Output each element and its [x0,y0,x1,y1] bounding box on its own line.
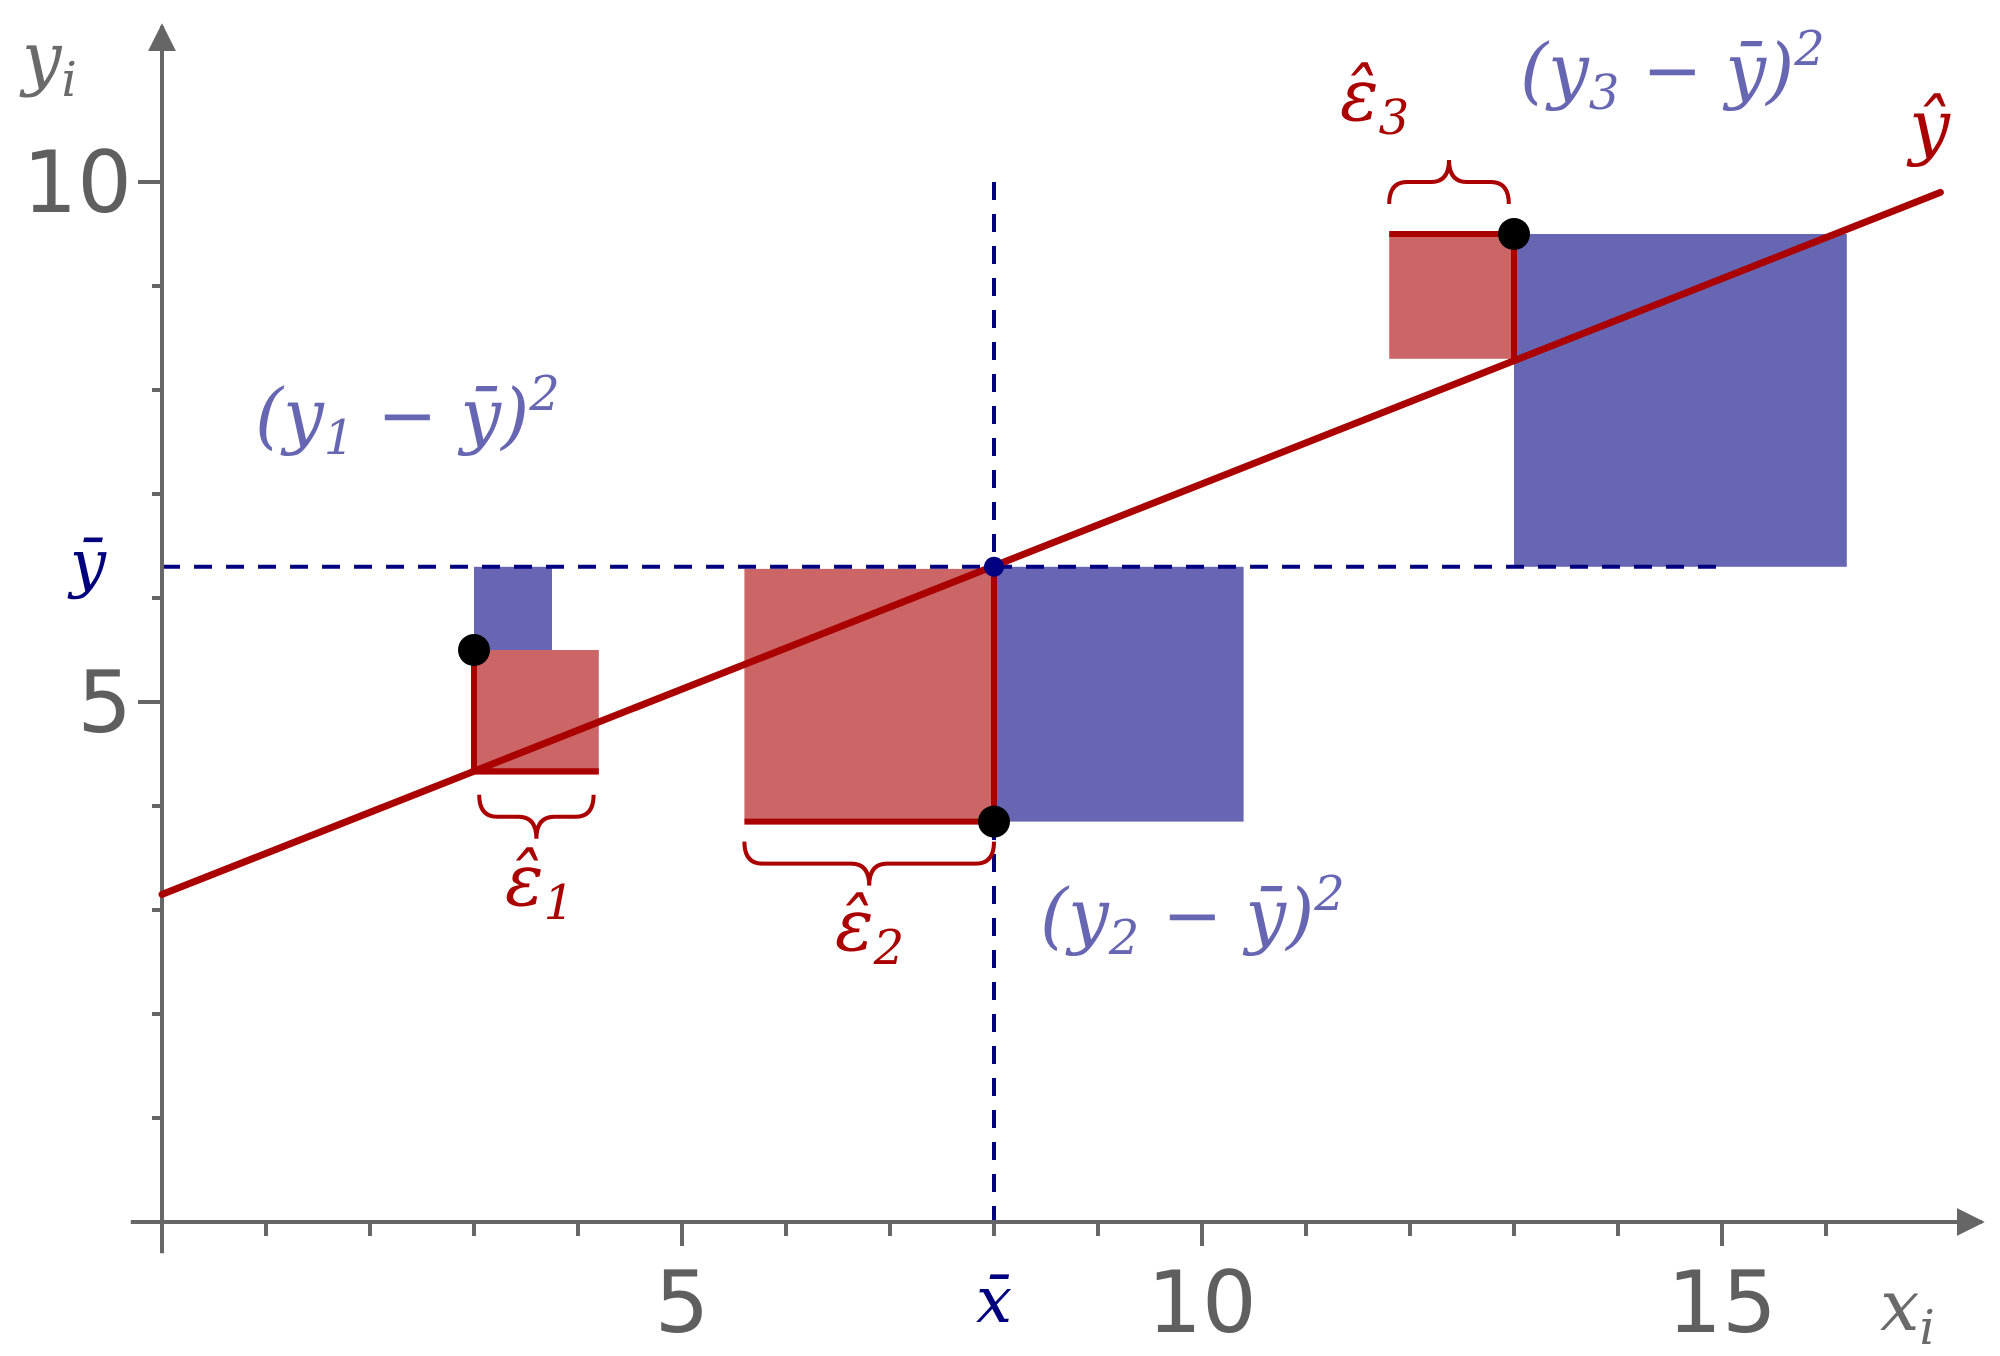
data-point-1 [458,634,490,666]
regression-line [158,188,1944,898]
data-point-2 [978,805,1010,838]
data-points [458,218,1530,838]
residual-segments [471,231,1517,825]
residual-square-1 [474,650,599,775]
residual-label-1: ε̂1 [505,838,574,931]
y-minor-ticks [138,180,162,1224]
y-tick-label: 10 [23,133,132,233]
deviation-square-1 [474,566,552,650]
residual-squares [474,234,1514,822]
y-axis-label: yi [19,17,77,108]
x-tick-labels: 5 10 15 [655,1253,1777,1353]
deviation-squares [474,234,1847,822]
deviation-square-2 [994,566,1244,822]
residual-labels: ε̂1 ε̂2 ε̂3 [505,53,1409,976]
residual-label-2: ε̂2 [835,883,904,976]
deviation-label-3: (y3 − ȳ)2 [1520,21,1825,121]
residual-label-3: ε̂3 [1340,53,1409,146]
brace-residual-1 [477,794,596,839]
x-axis-label: xi [1880,1265,1935,1356]
deviation-label-2: (y2 − ȳ)2 [1040,866,1345,966]
deviation-label-1: (y1 − ȳ)2 [255,366,560,466]
residual-braces [477,159,1511,886]
residual-square-3 [1389,234,1514,359]
mean-y-label: ȳ [67,527,107,601]
y-tick-labels: 5 10 [23,133,132,753]
x-tick-label: 10 [1147,1253,1256,1353]
mean-point [984,556,1004,577]
x-tick-label: 15 [1667,1253,1776,1353]
residual-square-2 [744,568,994,822]
x-minor-ticks [160,1222,1828,1246]
data-point-3 [1498,218,1530,250]
regression-line-label: ŷ [1906,84,1951,168]
mean-x-label: x̄ [976,1264,1012,1338]
y-tick-label: 5 [77,653,132,753]
deviation-square-3 [1514,234,1847,567]
x-tick-label: 5 [655,1253,710,1353]
brace-residual-2 [742,841,996,886]
brace-residual-3 [1387,159,1511,205]
deviation-square-labels: (y1 − ȳ)2 (y2 − ȳ)2 (y3 − ȳ)2 [255,21,1825,966]
